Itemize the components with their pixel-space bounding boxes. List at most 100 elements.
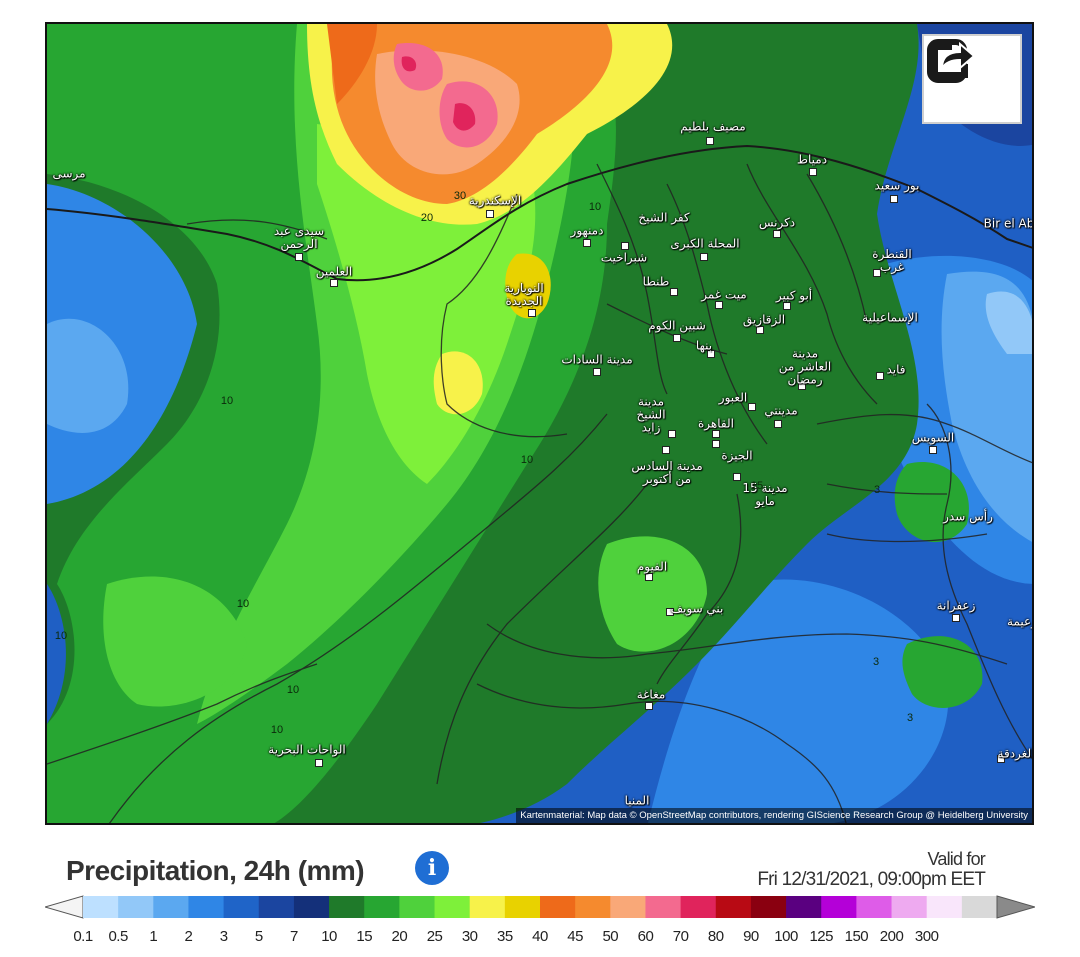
contour-label: 10 [286, 684, 300, 696]
city-marker [673, 334, 681, 342]
city-marker [621, 242, 629, 250]
city-marker [929, 446, 937, 454]
city-marker [528, 309, 536, 317]
colorbar-segment [610, 896, 646, 918]
city-label-dikirnis: دكرنس [758, 215, 796, 230]
colorbar-segment [469, 896, 506, 918]
colorbar-segment [961, 896, 998, 918]
city-marker [890, 195, 898, 203]
city-label-cairo: القاهرة [698, 416, 734, 431]
city-marker [809, 168, 817, 176]
city-marker [748, 403, 756, 411]
colorbar-tick-label: 10 [321, 928, 337, 945]
legend-title: Precipitation, 24h (mm) [66, 855, 365, 887]
city-label-sidi-abdel-rahman: سيدى عبد الرحمن [273, 224, 325, 251]
colorbar-segment [399, 896, 436, 918]
colorbar-tick-label: 0.5 [108, 928, 128, 945]
city-marker [715, 301, 723, 309]
city-marker [997, 755, 1005, 763]
city-marker [783, 302, 791, 310]
city-label-abu-kabir: أبو كبير [775, 288, 813, 303]
city-marker [706, 137, 714, 145]
city-marker [666, 608, 674, 616]
city-marker [486, 210, 494, 218]
colorbar-segment [258, 896, 295, 918]
city-label-sheikh-zayed: مدينة الشيخ زايد [636, 394, 666, 435]
colorbar-tick-label: 70 [672, 928, 689, 945]
city-marker [330, 279, 338, 287]
colorbar-segment [364, 896, 400, 918]
city-label-damietta: دمياط [796, 152, 828, 167]
city-marker [774, 420, 782, 428]
city-marker [712, 440, 720, 448]
share-button[interactable] [922, 34, 1022, 124]
colorbar-segment [575, 896, 611, 918]
colorbar-segment [83, 896, 119, 918]
contour-label: 10 [220, 395, 234, 407]
city-label-alexandria: الإسكندرية [468, 193, 522, 208]
colorbar-segment [293, 896, 330, 918]
city-marker [670, 288, 678, 296]
precipitation-colorbar [45, 895, 1035, 919]
map-attribution: Kartenmaterial: Map data © OpenStreetMap… [516, 808, 1032, 823]
valid-time: Fri 12/31/2021, 09:00pm EET [757, 869, 985, 890]
colorbar-tick-label: 15 [356, 928, 373, 945]
city-label-suez: السويس [911, 430, 955, 445]
city-label-new-nubaria: النوبارية الجديدة [504, 281, 544, 308]
city-label-fayed: فايد [886, 362, 906, 377]
colorbar-segment [856, 896, 893, 918]
city-label-ras-sudr: رأس سدر [943, 509, 993, 524]
contour-label: 10 [236, 598, 250, 610]
contour-label: 10 [520, 454, 534, 466]
city-label-tenth-of-ramadan: مدينة العاشر من رمضان [778, 346, 832, 387]
colorbar-tick-label: 40 [532, 928, 548, 945]
city-label-damanhur: دمنهور [570, 223, 604, 238]
city-label-port-said: بور سعيد [874, 178, 920, 193]
colorbar-tick-label: 100 [774, 928, 798, 945]
city-label-kafr-el-sheikh: كفر الشيخ [638, 210, 690, 225]
colorbar-segment [329, 896, 365, 918]
colorbar-tick-label: 3 [219, 928, 228, 945]
city-label-15-may: مدينة 15 مايو [742, 481, 788, 508]
colorbar-segment [118, 896, 154, 918]
city-marker [645, 573, 653, 581]
colorbar-tick-label: 30 [461, 928, 478, 945]
city-marker [700, 253, 708, 261]
city-marker [798, 382, 806, 390]
city-label-sadat-city: مدينة السادات [561, 352, 633, 367]
colorbar-tick-label: 25 [426, 928, 443, 945]
contour-label: 30 [453, 190, 467, 202]
colorbar-tick-label: 7 [290, 928, 298, 945]
city-marker [645, 702, 653, 710]
info-icon[interactable]: i [415, 851, 449, 885]
colorbar-over-arrow [996, 895, 1035, 919]
city-label-shubrakhit: شبراخيت [600, 250, 648, 265]
colorbar-tick-label: 200 [879, 928, 904, 945]
colorbar-tick-label: 0.1 [73, 928, 93, 945]
city-marker [756, 326, 764, 334]
city-label-minya: المنيا [624, 793, 650, 808]
contour-label: 3 [906, 712, 914, 724]
city-marker [876, 372, 884, 380]
colorbar-segment [821, 896, 857, 918]
city-label-maghagha: مغاغة [636, 687, 666, 702]
city-label-zagazig: الزقازيق [742, 312, 786, 327]
city-marker [733, 473, 741, 481]
city-marker [315, 759, 323, 767]
city-marker [712, 430, 720, 438]
city-label-benha: بنها [695, 338, 713, 353]
colorbar-segment [680, 896, 717, 918]
colorbar-tick-label: 125 [809, 928, 833, 945]
city-marker [295, 253, 303, 261]
city-label-mesief-baltim: مصيف بلطيم [680, 119, 746, 134]
colorbar-tick-label: 90 [743, 928, 759, 945]
precipitation-map[interactable]: مصيف بلطيم دمياط بور سعيد مرسى الإسكندري… [45, 22, 1034, 825]
colorbar-tick-label: 2 [184, 928, 193, 945]
colorbar-tick-label: 5 [254, 928, 263, 945]
colorbar-segment [540, 896, 576, 918]
colorbar-tick-label: 150 [844, 928, 869, 945]
city-label-madinaty: مدينتي [764, 403, 798, 418]
city-label-obour: العبور [718, 390, 748, 405]
city-marker [707, 350, 715, 358]
colorbar-segment [891, 896, 928, 918]
